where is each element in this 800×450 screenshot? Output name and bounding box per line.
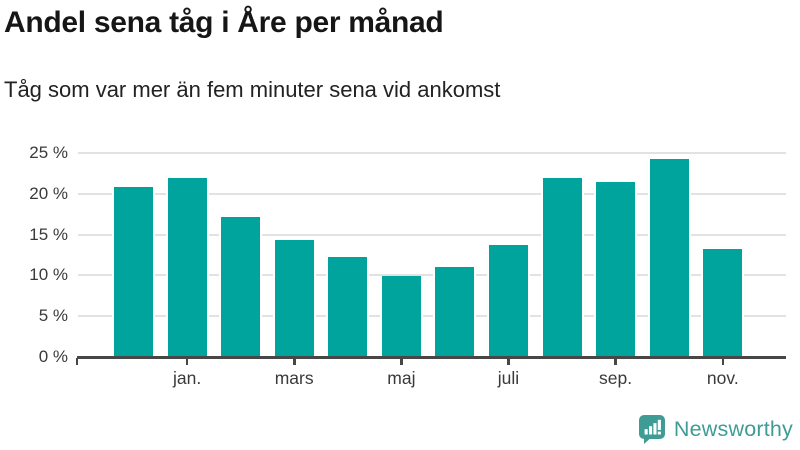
- y-axis-label: 25 %: [29, 143, 68, 162]
- x-axis-label: maj: [387, 368, 416, 388]
- bar-juli: [487, 245, 530, 357]
- gridline-10: [78, 274, 786, 277]
- gridline-25: [78, 152, 786, 154]
- gridline-5: [78, 315, 786, 318]
- x-axis-line: [77, 355, 786, 359]
- bar-dec: [112, 187, 155, 357]
- x-axis-tick: [185, 358, 189, 365]
- bar-apr: [326, 257, 370, 357]
- y-axis-label: 10 %: [29, 265, 68, 285]
- chart-title: Andel sena tåg i Åre per månad: [4, 6, 444, 39]
- y-axis-label: 5 %: [38, 306, 68, 326]
- bar-maj: [379, 276, 423, 357]
- bar-nov: [701, 249, 745, 357]
- x-axis-label: jan.: [172, 368, 202, 388]
- bar-okt: [647, 158, 691, 357]
- x-axis-label: juli: [497, 368, 520, 388]
- x-axis-tick: [721, 358, 724, 365]
- y-axis-label: 20 %: [29, 183, 68, 203]
- y-axis-label: 15 %: [29, 224, 68, 244]
- x-axis-label: sep.: [599, 368, 633, 388]
- bar-jan: [165, 177, 209, 357]
- chart-subtitle: Tåg som var mer än fem minuter sena vid …: [4, 77, 501, 102]
- bar-sep: [594, 181, 638, 357]
- x-axis-tick: [507, 358, 510, 365]
- bar-feb: [219, 216, 263, 357]
- bar-mars: [272, 240, 316, 357]
- brand-name: Newsworthy: [673, 416, 793, 441]
- newsworthy-logo: Newsworthy: [637, 414, 793, 444]
- x-axis-origin-tick: [75, 358, 79, 365]
- gridline-15: [78, 233, 786, 236]
- bar-chart-speech-bubble-icon: [638, 415, 665, 444]
- x-axis-tick: [614, 358, 617, 365]
- x-axis-tick: [400, 358, 403, 365]
- y-axis-label: 0 %: [38, 347, 68, 366]
- bar-juni: [433, 267, 477, 357]
- x-axis-tick: [293, 358, 296, 365]
- bar-aug: [540, 178, 584, 357]
- gridline-20: [78, 192, 786, 195]
- x-axis-label: mars: [274, 368, 314, 388]
- x-axis-label: nov.: [706, 368, 739, 388]
